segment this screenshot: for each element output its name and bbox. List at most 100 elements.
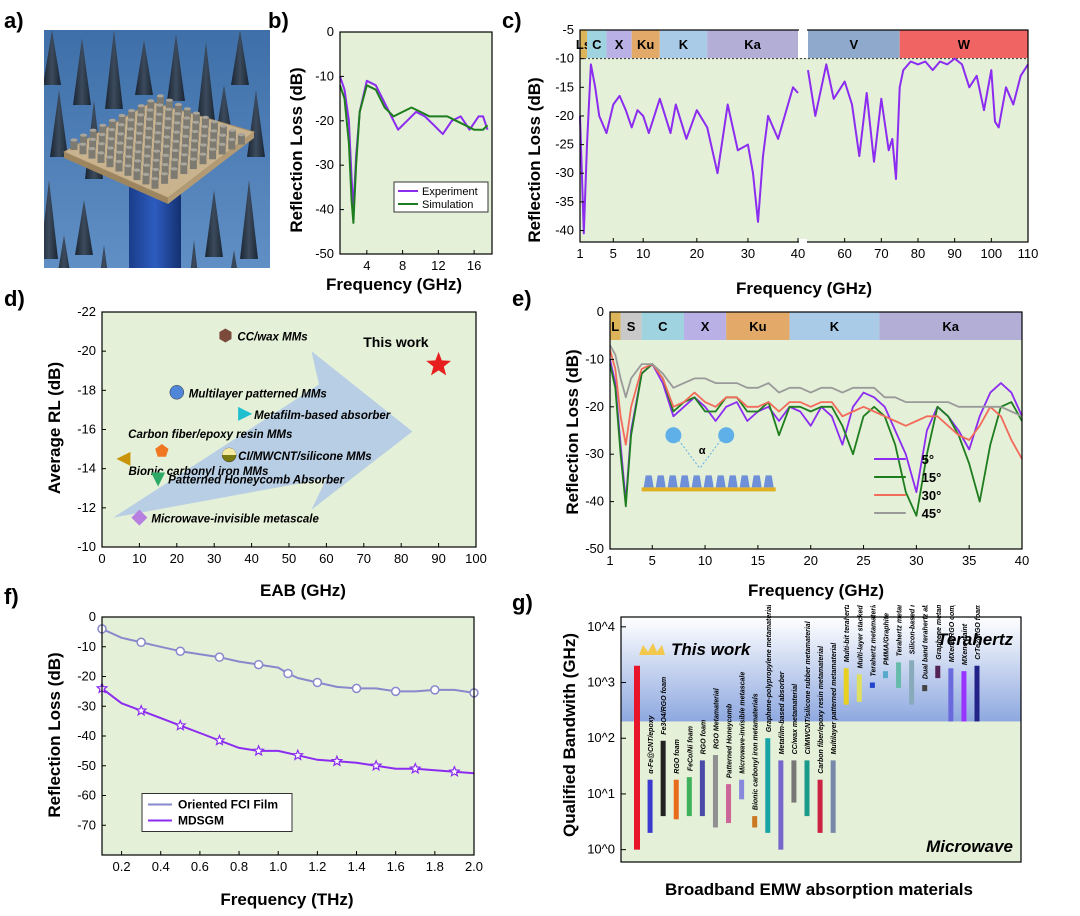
metamaterial-stud [192,113,200,124]
metamaterial-stud [161,173,169,184]
chart-g-bar-label: Dual band terahertz absorber [923,605,930,679]
inset-horn-right [718,427,735,444]
metamaterial-stud-top [189,157,197,161]
metamaterial-stud [117,133,125,144]
chart-e-ytick-label: -50 [585,541,604,556]
chart-g-ytick-label: 10^0 [587,842,615,857]
metamaterial-stud-top [137,113,145,117]
chart-e-legend-label: 30° [922,488,942,503]
metamaterial-stud-top [173,121,181,125]
chart-g-region-label: Microwave [926,837,1013,856]
chart-c-band-label: X [615,37,624,52]
chart-c-xtick-label: 110 [1018,246,1039,261]
chart-g-bar-label: Multilayer patterned metamaterial [831,642,838,755]
metamaterial-stud [182,127,190,138]
chart-g-bar-label: CI/MWCNT/silicone rubber metamaterial [805,620,812,754]
chart-b-xlabel: Frequency (GHz) [326,275,462,294]
chart-f-marker [408,762,422,775]
metamaterial-stud-top [79,142,87,146]
metamaterial-stud-top [144,145,152,149]
chart-g-bar-label: Graphene metamaterial [936,605,943,660]
metamaterial-stud [70,140,78,150]
chart-e-series-line [609,344,1023,418]
metamaterial-stud [146,119,154,130]
metamaterial-stud-top [191,129,199,134]
scatter-point [151,472,166,487]
chart-f-marker [136,637,146,648]
chart-f-xtick-label: 1.8 [426,859,444,874]
chart-d-xtick-label: 0 [98,551,105,566]
chart-e-band [726,312,790,340]
metamaterial-stud [126,129,134,139]
scatter-point [238,406,253,421]
metamaterial-stud-top [97,151,105,155]
chart-e-series-line [609,349,1023,460]
metamaterial-stud [89,139,97,150]
inset-unit-cell [703,475,714,488]
metamaterial-stud-top [162,153,170,157]
chart-g-bar-label: Patterned Honeycomb [727,703,734,778]
chart-c-ytick-label: -10 [555,51,574,66]
chart-e-band-label: Ku [749,319,766,334]
metamaterial-stud [173,132,181,143]
metamaterial-stud-top [156,103,164,107]
chart-c-ytick-label: -25 [555,137,574,152]
chart-e-legend-label: 15° [922,470,942,485]
chart-b-legend-box [393,181,489,213]
panel-label-e: e) [512,286,532,311]
chart-g-bar [935,665,941,679]
chart-g-bar-label: Multi-bit terahertz absorber [844,605,851,662]
chart-g-bar [830,760,836,833]
metamaterial-stud [210,130,218,141]
metamaterial-stud-top [161,172,169,176]
chart-c-background [580,58,1028,242]
chart-d-xtick-label: 10 [132,551,146,566]
chart-g-bar [791,760,797,803]
chart-g-bar-label: RGO Metamaterial [713,687,720,749]
metamaterial-stud-top [162,144,170,148]
metamaterial-stud-top [161,163,169,167]
metamaterial-stud [181,145,189,156]
chart-e-band [879,312,1022,340]
metamaterial-stud [190,149,198,160]
chart-e-band [620,312,642,340]
chart-g-bar [686,777,692,817]
metamaterial-stud [164,127,172,138]
chart-e-xtick-label: 40 [1015,553,1029,568]
chart-g-bar [739,779,745,800]
chart-b-ytick-label: -20 [315,113,334,128]
metamaterial-stud [133,170,141,181]
chart-c-series-line [579,63,799,235]
chart-f-ytick-label: -60 [77,788,96,803]
chart-f-marker [213,733,226,746]
chart-d-xtick-label: 30 [207,551,221,566]
metamaterial-stud-top [182,134,190,138]
chart-g-bar [778,760,784,850]
metamaterial-stud [125,147,133,158]
chart-e-xtick-label: 5 [649,553,656,568]
chart-g-ytick-label: 10^1 [587,786,615,801]
chart-d-point-label: CI/MWCNT/silicone MMs [238,451,372,463]
chart-g-bar-label: RGO foam [674,739,681,774]
chart-g-bar [882,671,888,679]
chart-d-trend-arrow [113,351,413,518]
metamaterial-stud [116,152,124,163]
panel-label-c: c) [502,8,522,33]
metamaterial-stud-top [172,139,180,143]
chart-f-ytick-label: -40 [77,728,96,743]
metamaterial-stud [145,128,153,139]
absorber-cone [58,235,70,268]
metamaterial-stud [108,129,116,140]
chart-e-band [610,312,621,340]
chart-e-xtick-label: 35 [962,553,976,568]
chart-c-xtick-label: 60 [837,246,851,261]
metamaterial-stud [115,161,123,172]
absorber-cone [105,30,123,109]
inset-angle-symbol: α [699,445,706,457]
chart-b: 4 8 12 16 0 -10 -20 -30 -40 -50 ExperimentSimulati… [287,24,493,294]
metamaterial-stud-top [237,133,245,137]
chart-e-ytick-label: -40 [585,494,604,509]
chart-b-ytick-label: -40 [315,202,334,217]
metamaterial-stud [97,152,105,163]
metamaterial-stud [88,148,96,159]
